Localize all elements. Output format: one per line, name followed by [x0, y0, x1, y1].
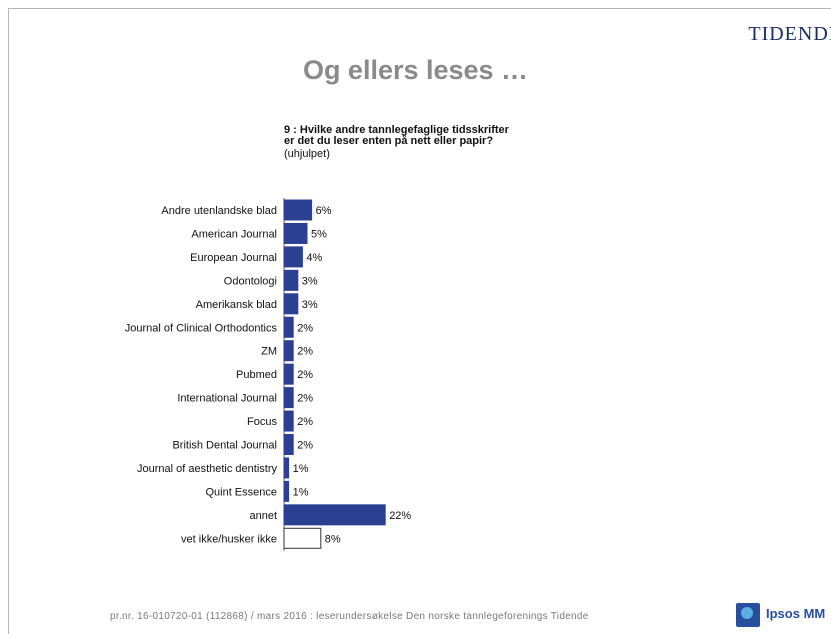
- footer-text: pr.nr. 16-010720-01 (112868) / mars 2016…: [110, 611, 589, 622]
- page-title: Og ellers leses …: [302, 55, 529, 85]
- ipsos-logo-icon: [736, 603, 760, 627]
- question-line-1: 9 : Hvilke andre tannlegefaglige tidsskr…: [284, 124, 509, 136]
- question-line-2: er det du leser enten på nett eller papi…: [284, 135, 494, 147]
- slide-frame: TIDENDE: [8, 8, 831, 634]
- question-line-3: (uhjulpet): [284, 148, 330, 160]
- question-text: 9 : Hvilke andre tannlegefaglige tidsskr…: [284, 125, 604, 160]
- brand-wordmark: TIDENDE: [748, 23, 831, 45]
- logo-text: Ipsos MM: [766, 606, 826, 621]
